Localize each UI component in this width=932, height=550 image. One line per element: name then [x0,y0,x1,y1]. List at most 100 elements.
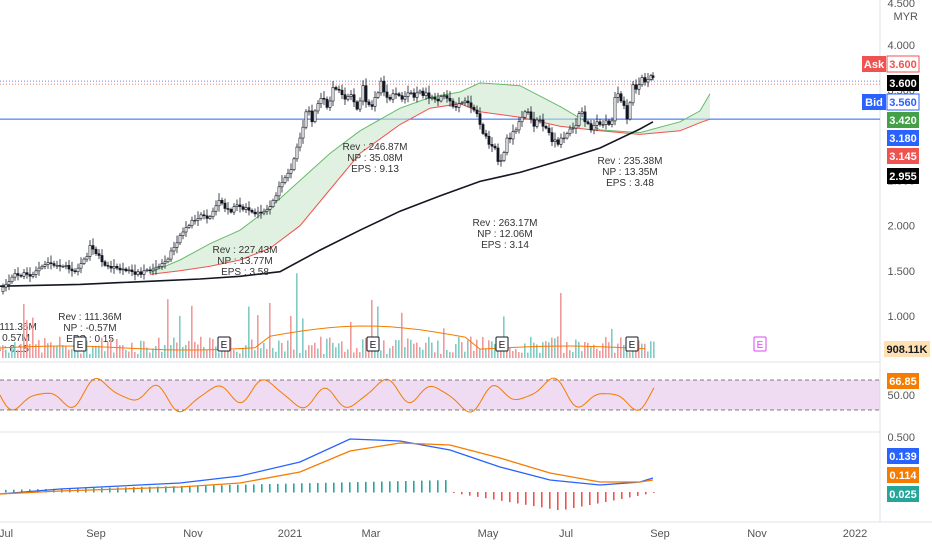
candle [424,87,428,100]
volume-bar [392,346,394,358]
candle [574,118,578,134]
candle-body [616,93,620,98]
candle [277,181,281,201]
macd-label-value: 0.025 [889,489,917,501]
candle-body [76,267,80,273]
candle-body [196,218,200,221]
candle [373,91,377,112]
volume-bar [575,339,577,358]
price-tick-label: 4.000 [887,40,915,52]
candle [592,119,596,135]
volume-bar [389,348,391,358]
time-axis[interactable]: Jul Sep Nov 2021 Mar May Jul Sep Nov 2022 [0,528,867,540]
candle-body [499,160,503,162]
volume-bar [425,342,427,358]
earnings-marker-box [495,336,509,352]
candle [286,168,290,182]
candle [1,283,5,295]
volume-bar [116,339,118,358]
earnings-marker-box [73,336,87,352]
volume-bar [479,349,481,358]
candle-body [391,93,395,100]
volume-bar [161,351,163,358]
macd-histogram-bar [213,485,215,493]
volume-bar [464,351,466,358]
candle [61,264,65,268]
volume-bar [404,347,406,358]
price-label: 3.145 [887,148,919,164]
candle [430,94,434,101]
candle [256,206,260,219]
candle-body [493,145,497,149]
volume-bar [524,343,526,358]
volume-bar [560,293,562,358]
volume-bar [428,336,430,358]
volume-bar [515,349,517,358]
candle [406,85,410,103]
candle [478,107,482,130]
rsi-pane[interactable] [0,377,880,413]
price-label-value: 3.420 [889,115,917,127]
candle [472,104,476,113]
volume-bar [623,344,625,358]
candle-body [319,97,323,105]
macd-histogram-bar [261,484,263,493]
candle-body [232,206,236,213]
volume-bar [104,351,106,358]
candle [121,262,125,275]
volume-bar [146,347,148,358]
candle [301,119,305,144]
candle [565,131,569,140]
candle-body [526,111,530,113]
volume-bar [101,337,103,358]
macd-histogram-bar [165,486,167,493]
macd-label-box [887,448,919,464]
volume-bar [395,339,397,358]
candle [562,131,566,144]
candle-body [91,245,95,250]
candle [358,97,362,113]
macd-histogram-bar [645,492,647,495]
candle [67,259,71,274]
macd-histogram-bar [493,492,495,500]
volume-bar [191,305,193,358]
volume-bar [542,342,544,358]
price-axis[interactable]: 4.5004.0003.5003.0002.5002.0001.5001.000… [862,0,930,502]
macd-pane[interactable] [0,438,655,511]
candle-body [229,209,233,213]
volume-bar [131,342,133,358]
macd-label: 0.139 [887,448,919,464]
candle [640,74,644,87]
price-tick-label: 4.500 [887,0,915,10]
candle-body [199,214,203,219]
candle-body [367,101,371,105]
candle-body [568,128,572,134]
candle-body [415,92,419,98]
candle [292,157,296,172]
candle-body [370,104,374,107]
earnings-eps: EPS : 0.15 [66,334,114,345]
volume-bar [461,342,463,358]
candle-body [418,90,422,94]
earnings-marker-label: E [757,340,764,351]
volume-bar [251,339,253,358]
candle-body [172,247,176,252]
candle-body [403,96,407,100]
candle-body [28,274,32,277]
candle-body [433,97,437,100]
candle-body [25,272,29,275]
volume-bar [587,342,589,358]
candle [634,79,638,94]
candle-body [544,126,548,129]
candle [538,115,542,124]
volume-bar [182,346,184,358]
candle [541,113,545,132]
macd-histogram-bar [149,486,151,493]
volume-bar [608,342,610,358]
candle-body [94,248,98,254]
volume-bar [452,352,454,358]
earnings-np: NP : 13.77M [217,256,272,267]
